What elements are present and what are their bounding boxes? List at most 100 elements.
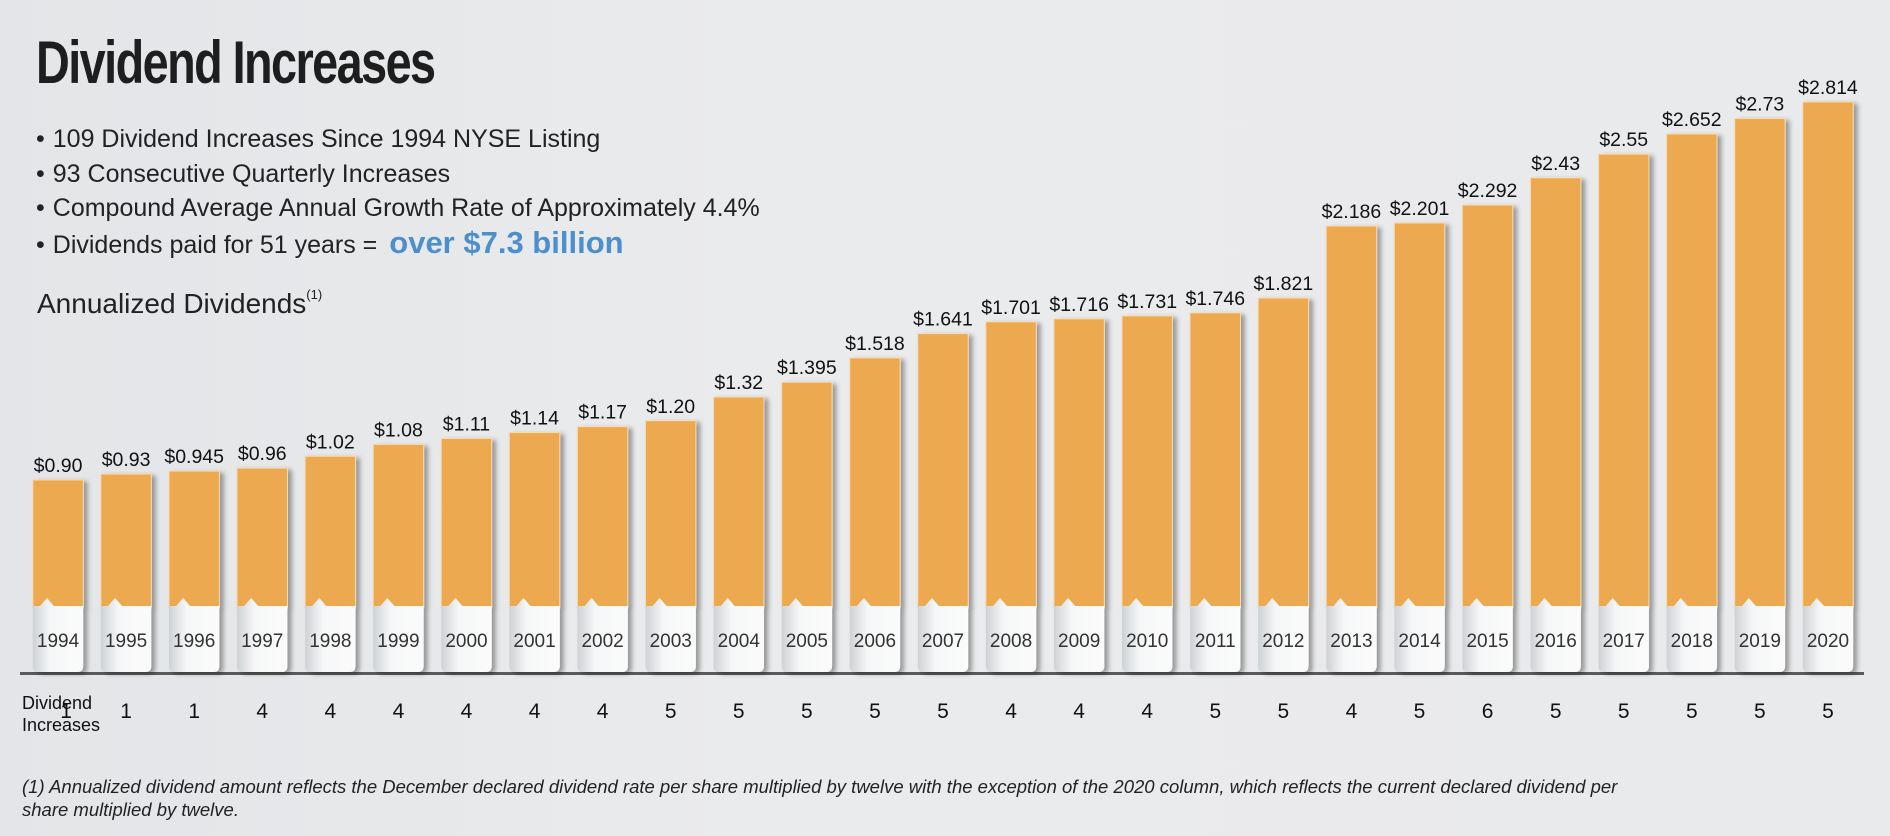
year-tab xyxy=(100,598,152,672)
bar-group xyxy=(713,396,765,672)
dividend-increase-count: 4 xyxy=(1005,700,1017,723)
year-tick-label: 2018 xyxy=(1671,631,1713,652)
year-tab xyxy=(237,598,288,672)
bullet-icon: • xyxy=(36,159,45,188)
value-label: $1.14 xyxy=(510,408,559,430)
value-label: $0.945 xyxy=(164,446,224,468)
bar-group xyxy=(985,321,1037,672)
year-tick-label: 2014 xyxy=(1398,631,1441,652)
bar xyxy=(1189,312,1241,609)
bar-group xyxy=(1461,204,1514,672)
dividend-increase-count: 4 xyxy=(461,700,473,723)
bar-group xyxy=(440,438,493,672)
dividend-increase-count: 5 xyxy=(937,700,949,723)
bullet-icon: • xyxy=(36,125,45,153)
year-tab xyxy=(305,598,356,672)
bar-group xyxy=(576,426,629,672)
year-tick-label: 1994 xyxy=(37,631,80,652)
value-label: $1.17 xyxy=(578,402,627,424)
year-tick-label: 2003 xyxy=(650,631,692,652)
year-tab xyxy=(1053,598,1105,672)
year-tick-label: 1999 xyxy=(377,631,419,652)
bar-group xyxy=(1053,318,1105,672)
dividend-increase-count: 5 xyxy=(1754,700,1766,723)
year-tick-label: 2006 xyxy=(854,631,896,652)
bar-group xyxy=(781,381,833,672)
key-facts-list: • 109 Dividend Increases Since 1994 NYSE … xyxy=(36,122,760,260)
year-tick-label: 1995 xyxy=(105,631,147,652)
bar-group xyxy=(645,420,697,672)
value-label: $1.32 xyxy=(714,372,763,394)
year-tab xyxy=(849,598,901,672)
bar-group xyxy=(1734,118,1786,672)
dividend-increase-count: 4 xyxy=(393,700,405,723)
year-tick-label: 2015 xyxy=(1466,631,1508,652)
bullet-item: • 93 Consecutive Quarterly Increases xyxy=(36,159,451,188)
year-tab xyxy=(1258,598,1309,672)
bar-group xyxy=(1325,225,1378,672)
year-tick-label: 2019 xyxy=(1739,631,1781,652)
bar xyxy=(32,479,84,609)
year-tab xyxy=(1326,598,1377,672)
bar xyxy=(1529,177,1582,609)
value-label: $2.43 xyxy=(1531,153,1580,175)
dividend-increase-count: 5 xyxy=(1550,700,1562,723)
year-tab xyxy=(645,598,696,672)
year-tick-label: 2007 xyxy=(922,631,964,652)
bar xyxy=(236,467,288,609)
bar xyxy=(372,443,425,609)
dividend-increase-count: 4 xyxy=(1141,700,1153,723)
dividend-increase-count: 5 xyxy=(665,700,677,723)
dividend-increase-count: 5 xyxy=(1209,700,1221,723)
value-label: $2.652 xyxy=(1662,109,1722,131)
year-tick-label: 1996 xyxy=(173,631,215,652)
dividend-increase-count: 5 xyxy=(1686,700,1698,723)
dividend-increase-count: 5 xyxy=(1414,700,1426,723)
value-label: $2.73 xyxy=(1735,94,1784,116)
bar-group xyxy=(849,357,901,672)
bar xyxy=(508,432,561,609)
bar-group xyxy=(1666,133,1718,672)
bar-group xyxy=(917,333,969,672)
year-tick-label: 1998 xyxy=(309,631,351,652)
year-tab xyxy=(1530,598,1581,672)
bar xyxy=(1393,222,1446,609)
footnote-marker: (1) xyxy=(306,287,323,302)
total-dividends-highlight: over $7.3 billion xyxy=(389,224,624,260)
bar-group xyxy=(1802,101,1854,672)
dividend-increase-count: 1 xyxy=(60,700,72,723)
dividend-increase-count: 1 xyxy=(120,700,132,723)
year-tab xyxy=(1666,598,1718,672)
year-tab xyxy=(917,598,969,672)
bar xyxy=(1121,315,1173,609)
dividend-increase-count: 4 xyxy=(1073,700,1085,723)
bar-group xyxy=(1121,315,1173,672)
bar xyxy=(1257,297,1310,609)
bar xyxy=(576,426,629,609)
year-tick-label: 2005 xyxy=(786,631,828,652)
year-tick-label: 2010 xyxy=(1126,631,1168,652)
year-tick-label: 2012 xyxy=(1262,631,1304,652)
year-tab xyxy=(713,598,764,672)
year-tab xyxy=(1122,598,1173,672)
year-tab xyxy=(509,598,560,672)
chart-title: Annualized Dividends(1) xyxy=(37,287,323,319)
year-tick-label: 2016 xyxy=(1535,631,1577,652)
bar xyxy=(1802,101,1854,609)
value-label: $1.641 xyxy=(913,309,973,331)
dividend-increase-count: 1 xyxy=(188,700,200,723)
year-tab xyxy=(373,598,424,672)
year-tab xyxy=(781,598,833,672)
dividend-increase-count: 5 xyxy=(1618,700,1630,723)
dividend-increase-count: 5 xyxy=(869,700,881,723)
chart-baseline xyxy=(20,672,1864,675)
year-tab xyxy=(1462,598,1513,672)
year-tick-label: 2002 xyxy=(581,631,623,652)
bar-group xyxy=(236,467,288,672)
year-tab xyxy=(441,598,492,672)
bar xyxy=(849,357,901,609)
year-tick-label: 2011 xyxy=(1195,631,1236,652)
dividend-increase-count: 4 xyxy=(256,700,268,723)
value-label: $1.821 xyxy=(1254,273,1314,295)
dividend-increases-label: Dividend Increases xyxy=(22,693,101,735)
